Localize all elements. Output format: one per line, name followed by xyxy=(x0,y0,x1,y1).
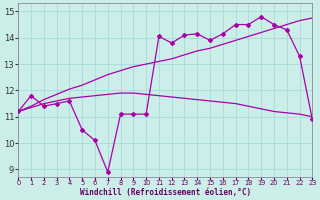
X-axis label: Windchill (Refroidissement éolien,°C): Windchill (Refroidissement éolien,°C) xyxy=(80,188,251,197)
